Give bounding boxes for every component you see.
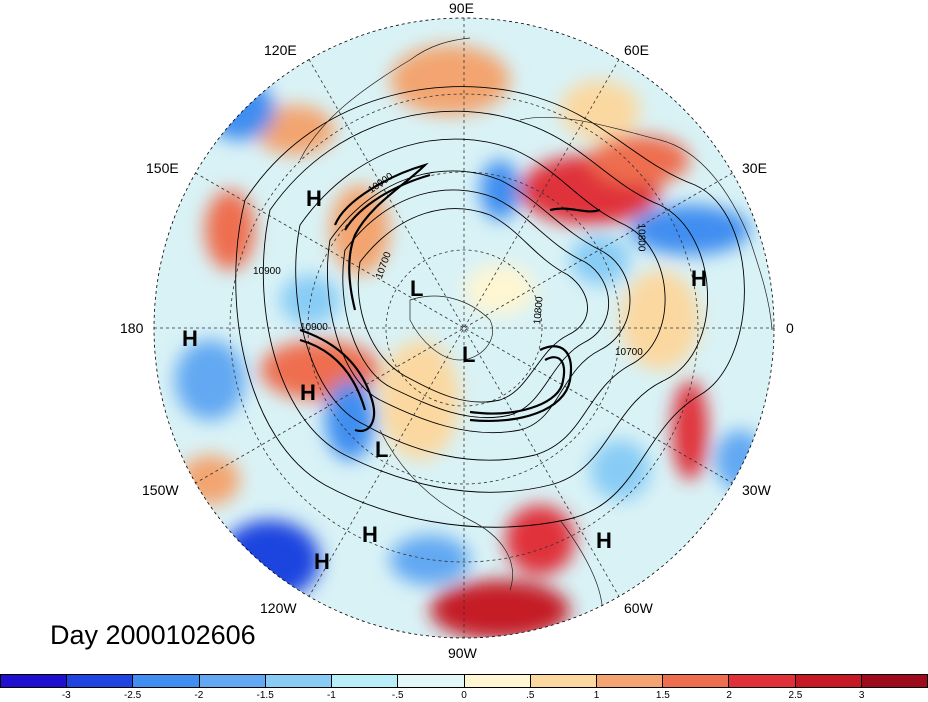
low-pressure-marker: L: [462, 342, 476, 367]
contour-label: 10900: [253, 266, 281, 277]
colorbar-tick-label: -2.5: [123, 690, 142, 701]
colorbar: [0, 674, 928, 688]
colorbar-box: [729, 675, 796, 687]
colorbar-tick-label: 0: [461, 690, 467, 701]
colorbar-box: [332, 675, 399, 687]
colorbar-box: [596, 675, 664, 687]
high-pressure-marker: H: [314, 549, 330, 574]
lon-label-30w: 30W: [742, 482, 771, 498]
contour-label: 10900: [300, 322, 328, 333]
lon-label-60w: 60W: [624, 600, 653, 616]
colorbar-tick-label: 1.5: [655, 690, 670, 701]
lon-label-120e: 120E: [264, 42, 297, 58]
colorbar-tick-label: -1.5: [256, 690, 274, 701]
colorbar-box: [464, 675, 531, 687]
lon-label-150e: 150E: [146, 160, 179, 176]
map-boundary: [153, 17, 775, 639]
lon-label-30e: 30E: [742, 160, 767, 176]
colorbar-box: [861, 675, 928, 687]
lon-label-90w: 90W: [448, 645, 477, 661]
colorbar-tick-label: 2.5: [788, 690, 803, 701]
lon-label-120w: 120W: [260, 600, 297, 616]
high-pressure-marker: H: [300, 380, 316, 405]
lon-label-180: 180: [120, 320, 144, 336]
lon-label-150w: 150W: [142, 482, 179, 498]
colorbar-tick-label: -1: [326, 690, 336, 701]
colorbar-box: [67, 675, 134, 687]
lon-label-60e: 60E: [624, 42, 649, 58]
colorbar-tick-label: 1: [593, 690, 600, 701]
colorbar-box: [398, 675, 465, 687]
colorbar-box: [795, 675, 862, 687]
low-pressure-marker: L: [375, 437, 389, 462]
high-pressure-marker: H: [691, 266, 707, 291]
colorbar-tick-label: .5: [526, 690, 535, 701]
high-pressure-marker: H: [362, 522, 378, 547]
lon-label-0: 0: [786, 320, 794, 336]
colorbar-box: [199, 675, 266, 687]
colorbar-box: [133, 675, 200, 687]
colorbar-tick-label: -.5: [391, 690, 404, 701]
colorbar-box: [265, 675, 333, 687]
lon-label-90e: 90E: [449, 0, 474, 16]
high-pressure-marker: H: [596, 528, 612, 553]
colorbar-tick-label: -3: [61, 690, 71, 701]
colorbar-tick-label: 2: [726, 690, 732, 701]
contour-label: 10800: [635, 223, 647, 252]
colorbar-tick-label: 3: [858, 690, 865, 701]
map-title: Day 2000102606: [50, 620, 256, 650]
colorbar-tick-label: -2: [194, 690, 204, 701]
colorbar-box: [530, 675, 597, 687]
high-pressure-marker: H: [306, 186, 322, 211]
low-pressure-marker: L: [410, 276, 424, 301]
contour-label: 10700: [615, 347, 643, 358]
colorbar-box: [1, 675, 68, 687]
colorbar-box: [663, 675, 730, 687]
high-pressure-marker: H: [182, 326, 198, 351]
anomaly-field: [154, 18, 774, 638]
